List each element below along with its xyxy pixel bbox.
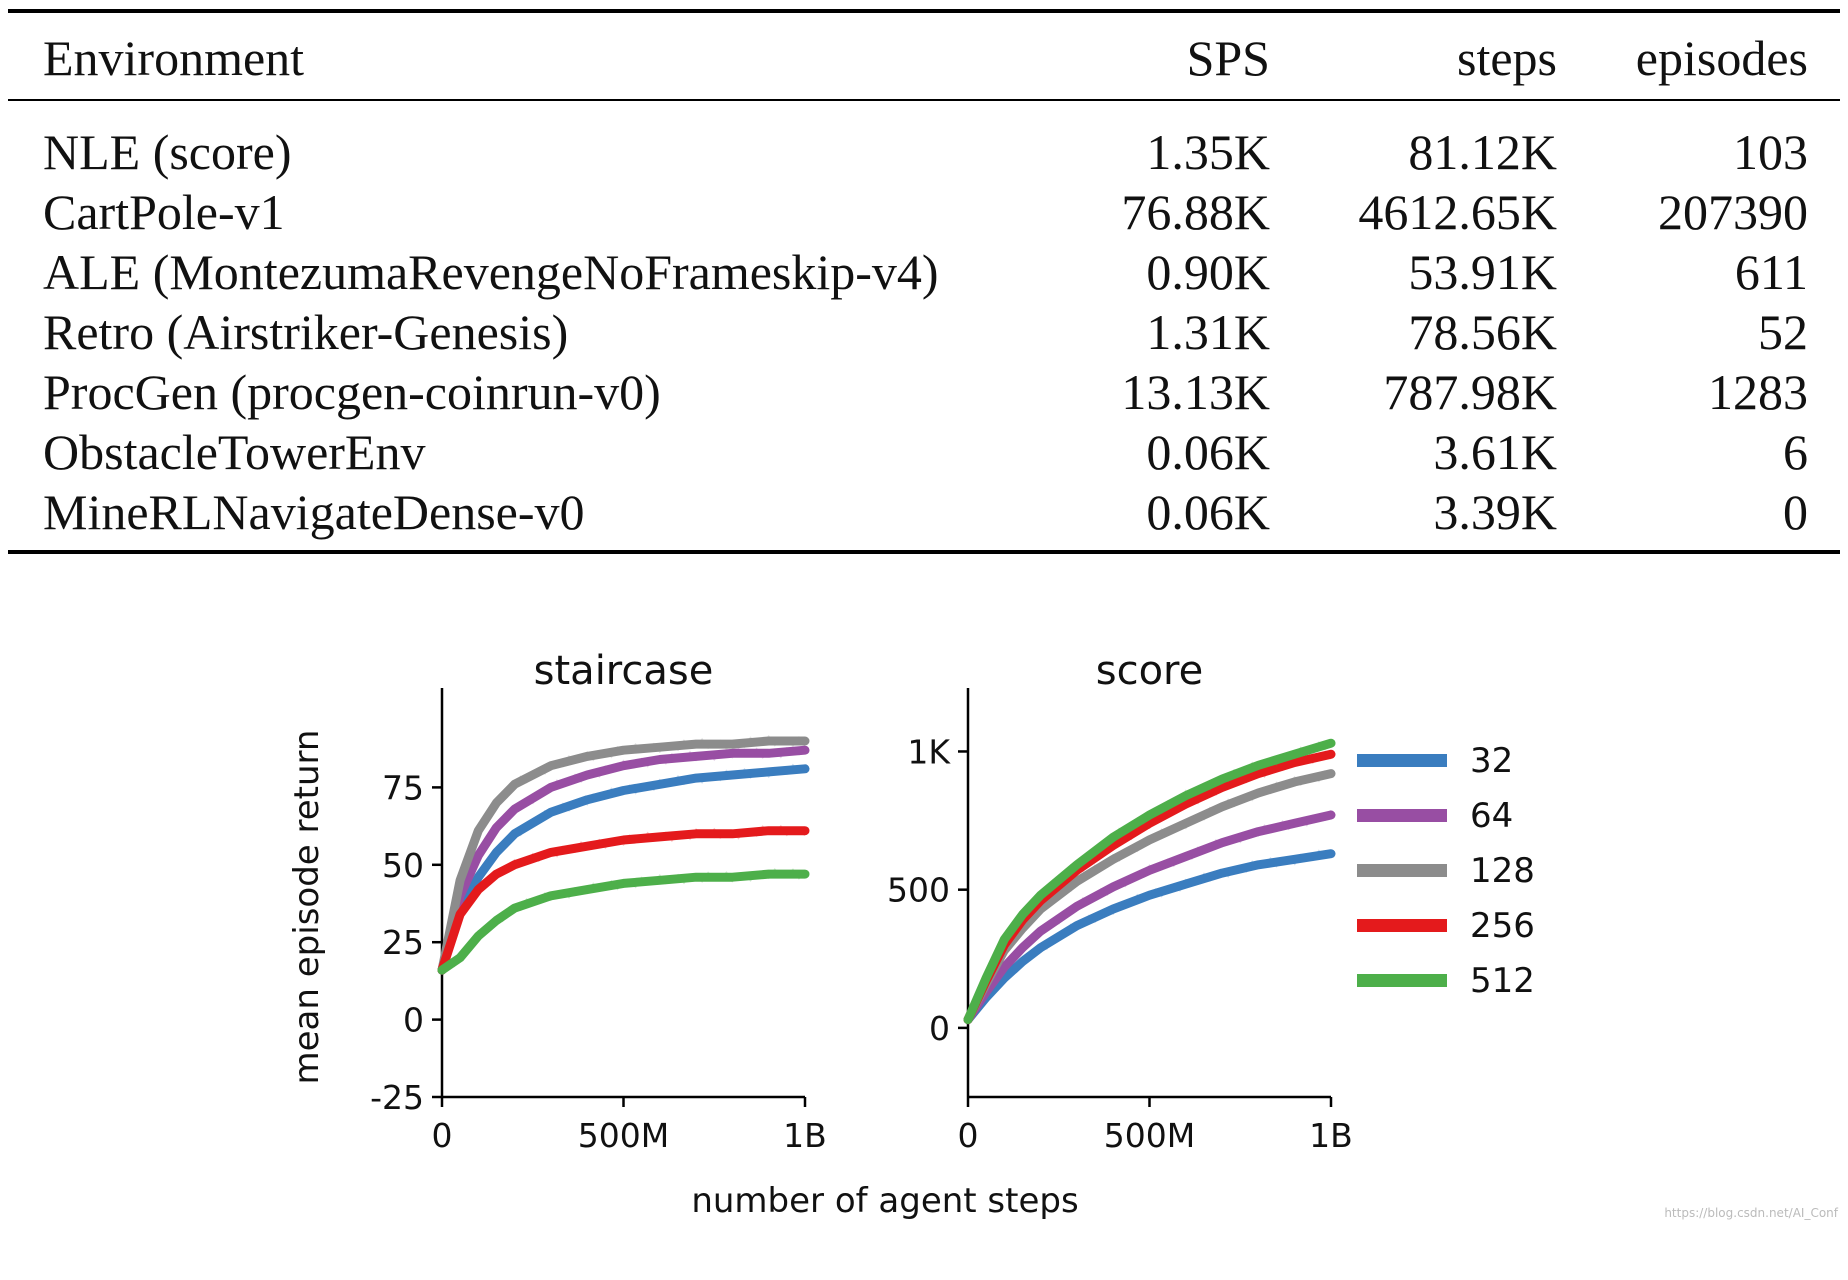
cell-environment: CartPole-v1: [43, 184, 285, 240]
x-tick-label: 0: [958, 1116, 979, 1155]
table-row: CartPole-v1 76.88K 4612.65K 207390: [8, 182, 1840, 242]
y-tick-label: 500: [887, 871, 950, 910]
legend-label-128: 128: [1470, 851, 1535, 891]
cell-environment: ALE (MontezumaRevengeNoFrameskip-v4): [43, 244, 939, 300]
chart-title: score: [1096, 648, 1203, 694]
series-line-32: [963, 849, 1336, 1025]
table-row: ObstacleTowerEnv 0.06K 3.61K 6: [8, 422, 1840, 482]
ylabel: mean episode return: [287, 730, 327, 1085]
x-tick-label: 500M: [1104, 1116, 1195, 1155]
cell-sps: 76.88K: [1121, 184, 1270, 240]
cell-environment: Retro (Airstriker-Genesis): [43, 304, 569, 360]
legend-label-256: 256: [1470, 906, 1535, 946]
y-tick-label: 75: [382, 768, 424, 807]
legend-label-512: 512: [1470, 961, 1535, 1001]
legend-label-64: 64: [1470, 796, 1513, 836]
x-tick-label: 1B: [1309, 1116, 1353, 1155]
cell-steps: 4612.65K: [1358, 184, 1557, 240]
cell-sps: 1.31K: [1146, 304, 1270, 360]
series-line-128: [437, 736, 810, 975]
header-episodes: episodes: [1635, 30, 1808, 86]
cell-sps: 0.06K: [1146, 484, 1270, 540]
header-sps: SPS: [1186, 30, 1270, 86]
figure-panel: mean episode return number of agent step…: [287, 648, 1535, 1221]
table-row: Retro (Airstriker-Genesis) 1.31K 78.56K …: [8, 302, 1840, 362]
cell-steps: 3.39K: [1433, 484, 1557, 540]
y-tick-label: 25: [382, 923, 424, 962]
cell-episodes: 0: [1783, 484, 1808, 540]
header-steps: steps: [1457, 30, 1557, 86]
table-row: MineRLNavigateDense-v0 0.06K 3.39K 0: [8, 482, 1840, 542]
cell-episodes: 1283: [1708, 364, 1808, 420]
chart-score: score 0 500 1K 0 500M 1B: [887, 648, 1353, 1155]
legend-swatch-32: [1357, 754, 1447, 767]
cell-episodes: 52: [1758, 304, 1808, 360]
cell-episodes: 6: [1783, 424, 1808, 480]
series-line-256: [963, 749, 1336, 1025]
legend-swatch-64: [1357, 809, 1447, 822]
y-tick-label: 0: [403, 1001, 424, 1040]
legend-swatch-256: [1357, 919, 1447, 932]
x-tick-label: 0: [432, 1116, 453, 1155]
table-header-row: Environment SPS steps episodes: [8, 28, 1840, 88]
cell-episodes: 207390: [1658, 184, 1808, 240]
series-line-64: [963, 810, 1336, 1025]
cell-steps: 3.61K: [1433, 424, 1557, 480]
xlabel: number of agent steps: [691, 1181, 1078, 1221]
cell-episodes: 103: [1733, 124, 1808, 180]
table-row: ALE (MontezumaRevengeNoFrameskip-v4) 0.9…: [8, 242, 1840, 302]
header-environment: Environment: [43, 30, 305, 86]
y-tick-label: 0: [929, 1009, 950, 1048]
series-line-512: [437, 869, 810, 975]
cell-sps: 1.35K: [1146, 124, 1270, 180]
legend-swatch-512: [1357, 974, 1447, 987]
series-raw-256: [967, 751, 1332, 1025]
series-line-256: [437, 826, 810, 975]
table-top-rule: [8, 9, 1840, 13]
cell-environment: MineRLNavigateDense-v0: [43, 484, 585, 540]
table-row: ProcGen (procgen-coinrun-v0) 13.13K 787.…: [8, 362, 1840, 422]
legend-swatch-128: [1357, 864, 1447, 877]
x-tick-label: 500M: [578, 1116, 669, 1155]
chart-title: staircase: [534, 648, 714, 694]
legend: 32 64 128 256 512: [1357, 741, 1535, 1001]
cell-steps: 53.91K: [1408, 244, 1557, 300]
cell-sps: 13.13K: [1121, 364, 1270, 420]
cell-sps: 0.06K: [1146, 424, 1270, 480]
table-header-rule: [8, 99, 1840, 101]
cell-steps: 787.98K: [1383, 364, 1557, 420]
series-line-512: [963, 738, 1336, 1025]
series-line-32: [437, 764, 810, 975]
cell-environment: ObstacleTowerEnv: [43, 424, 426, 480]
watermark: https://blog.csdn.net/AI_Conf: [1664, 1206, 1838, 1220]
cell-steps: 81.12K: [1408, 124, 1557, 180]
cell-episodes: 611: [1734, 244, 1808, 300]
table-bottom-rule: [8, 550, 1840, 554]
series-line-64: [437, 745, 810, 975]
cell-sps: 0.90K: [1146, 244, 1270, 300]
x-tick-label: 1B: [783, 1116, 827, 1155]
table-row: NLE (score) 1.35K 81.12K 103: [8, 122, 1840, 182]
y-tick-label: 50: [382, 846, 424, 885]
legend-label-32: 32: [1470, 741, 1513, 781]
series-raw-32: [441, 763, 806, 971]
cell-environment: ProcGen (procgen-coinrun-v0): [43, 364, 661, 420]
y-tick-label: -25: [370, 1078, 424, 1117]
cell-environment: NLE (score): [43, 124, 292, 180]
y-tick-label: 1K: [907, 732, 951, 771]
cell-steps: 78.56K: [1408, 304, 1557, 360]
